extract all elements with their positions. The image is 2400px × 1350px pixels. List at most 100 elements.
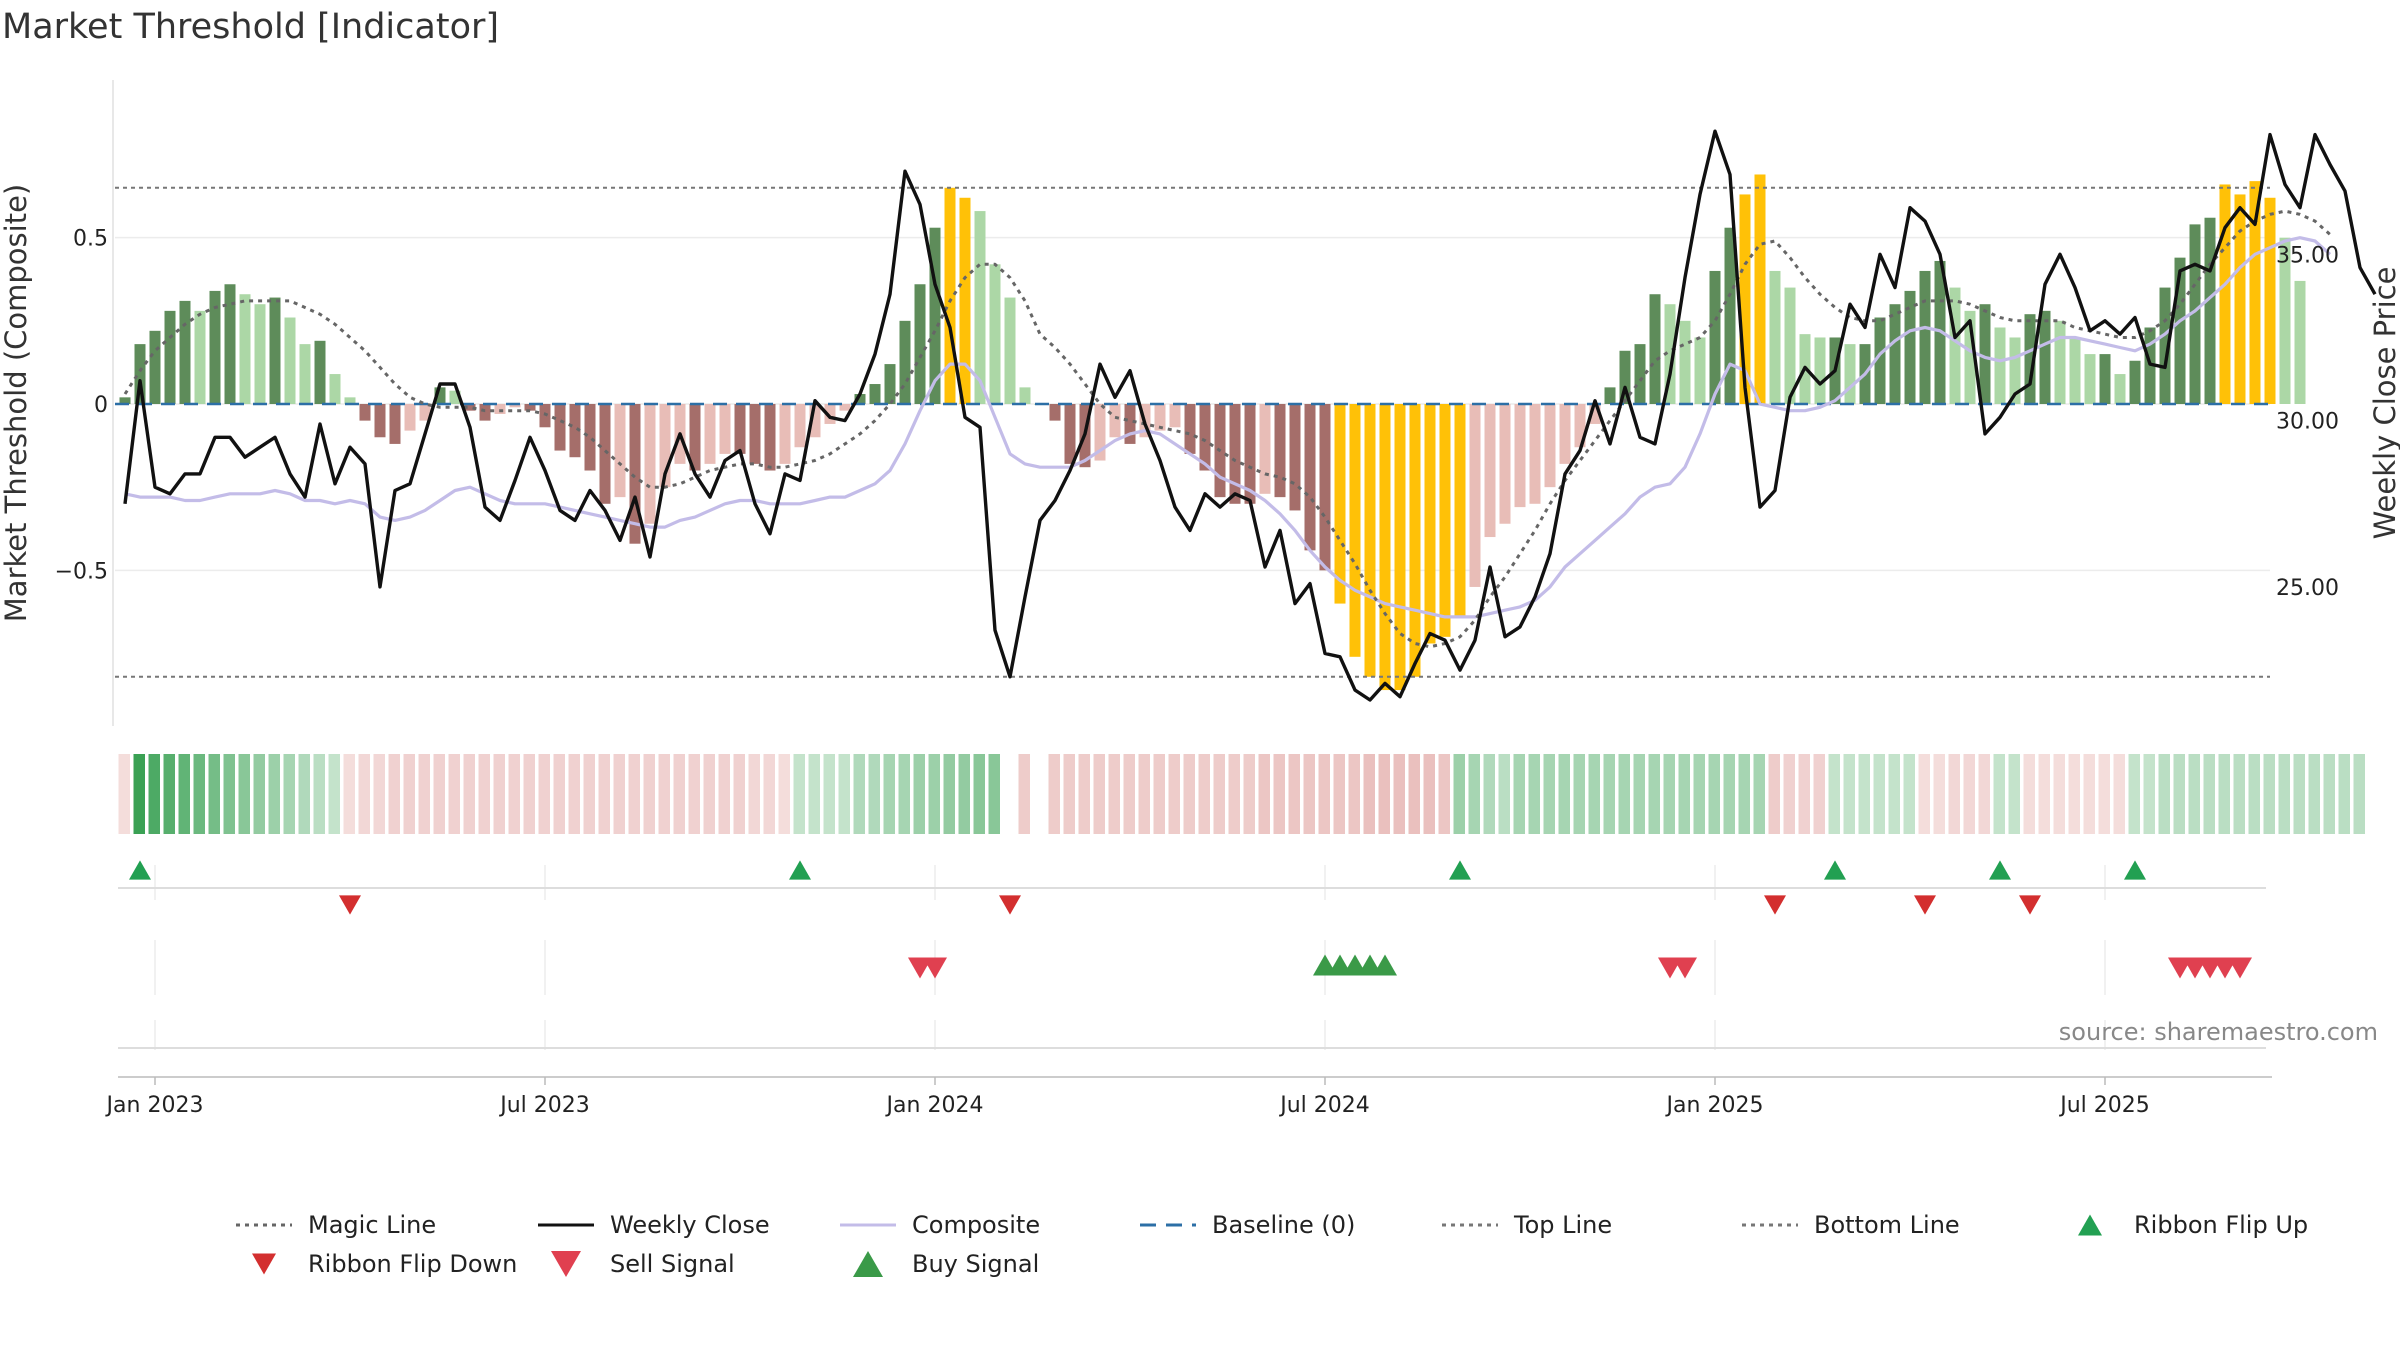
legend-item: Ribbon Flip Up bbox=[2078, 1211, 2308, 1239]
composite-bar bbox=[2114, 374, 2126, 404]
ribbon-cell bbox=[1378, 754, 1390, 834]
composite-bar bbox=[149, 330, 161, 404]
composite-bar bbox=[2189, 224, 2201, 404]
ribbon-cell bbox=[1453, 754, 1465, 834]
composite-bar bbox=[1334, 404, 1346, 604]
composite-bar bbox=[1649, 294, 1661, 404]
composite-bar bbox=[1949, 287, 1961, 404]
ribbon-cell bbox=[2293, 754, 2305, 834]
ribbon-cell bbox=[2023, 754, 2035, 834]
ribbon-cell bbox=[2053, 754, 2065, 834]
buy-signal-marker bbox=[1343, 954, 1367, 976]
composite-bar bbox=[554, 404, 566, 451]
sell-signal-marker bbox=[2213, 957, 2237, 979]
ribbon-cell bbox=[898, 754, 910, 834]
composite-bar bbox=[1469, 404, 1481, 587]
composite-bar bbox=[1889, 304, 1901, 404]
composite-bar bbox=[1844, 344, 1856, 404]
ribbon-cell bbox=[2128, 754, 2140, 834]
ribbon-cell bbox=[2038, 754, 2050, 834]
legend-swatch bbox=[252, 1253, 276, 1275]
ribbon-cell bbox=[658, 754, 670, 834]
composite-bar bbox=[269, 297, 281, 404]
composite-bar bbox=[134, 344, 146, 404]
composite-bar bbox=[404, 404, 416, 431]
ribbon-cell bbox=[2008, 754, 2020, 834]
ribbon-cell bbox=[178, 754, 190, 834]
y-tick-label-right: 35.00 bbox=[2276, 243, 2339, 268]
legend-swatch bbox=[853, 1250, 883, 1278]
ribbon-cell bbox=[868, 754, 880, 834]
ribbon-cell bbox=[1783, 754, 1795, 834]
buy-signal-marker bbox=[1373, 954, 1397, 976]
source-text: source: sharemaestro.com bbox=[2059, 1018, 2378, 1046]
legend-label: Sell Signal bbox=[610, 1250, 735, 1278]
ribbon-cell bbox=[478, 754, 490, 834]
composite-bar bbox=[1964, 310, 1976, 404]
ribbon-cell bbox=[418, 754, 430, 834]
composite-bar bbox=[1454, 404, 1466, 617]
ribbon-cell bbox=[1423, 754, 1435, 834]
sell-signal-marker bbox=[923, 957, 947, 979]
composite-bar bbox=[959, 197, 971, 404]
buy-signal-marker bbox=[1313, 954, 1337, 976]
weekly-close-line bbox=[123, 129, 2377, 702]
ribbon-cell bbox=[583, 754, 595, 834]
composite-bar bbox=[1739, 194, 1751, 404]
ribbon-cell bbox=[133, 754, 145, 834]
ribbon-cell bbox=[748, 754, 760, 834]
composite-bar bbox=[689, 404, 701, 471]
composite-bar bbox=[1394, 404, 1406, 691]
composite-bar bbox=[1769, 270, 1781, 404]
ribbon-cell bbox=[2353, 754, 2365, 834]
buy-signal-marker bbox=[1328, 954, 1352, 976]
ribbon-cell bbox=[1993, 754, 2005, 834]
composite-bar bbox=[2129, 360, 2141, 404]
ribbon-cell bbox=[1693, 754, 1705, 834]
x-tick-label: Jan 2025 bbox=[1665, 1093, 1764, 1118]
composite-bar bbox=[1994, 327, 2006, 404]
ribbon-cell bbox=[118, 754, 130, 834]
composite-bar bbox=[284, 317, 296, 404]
ribbon-cell bbox=[973, 754, 985, 834]
ribbon-cell bbox=[673, 754, 685, 834]
composite-bar bbox=[1439, 404, 1451, 637]
composite-bar bbox=[914, 284, 926, 404]
ribbon-cell bbox=[1348, 754, 1360, 834]
composite-bar bbox=[224, 284, 236, 404]
ribbon-cell bbox=[1888, 754, 1900, 834]
ribbon-cell bbox=[343, 754, 355, 834]
ribbon-cell bbox=[2203, 754, 2215, 834]
composite-bar bbox=[1919, 270, 1931, 404]
sell-signal-marker bbox=[1673, 957, 1697, 979]
composite-bar bbox=[2174, 257, 2186, 404]
ribbon-flip-up-marker bbox=[1989, 860, 2011, 880]
ribbon-cell bbox=[943, 754, 955, 834]
ribbon-cell bbox=[1933, 754, 1945, 834]
ribbon-cell bbox=[553, 754, 565, 834]
composite-bar bbox=[1169, 404, 1181, 428]
ribbon-cell bbox=[1768, 754, 1780, 834]
composite-bar bbox=[179, 300, 191, 404]
composite-bar bbox=[1679, 320, 1691, 404]
ribbon-cell bbox=[613, 754, 625, 834]
ribbon-cell bbox=[1978, 754, 1990, 834]
ribbon-cell bbox=[688, 754, 700, 834]
ribbon-cell bbox=[1543, 754, 1555, 834]
composite-bar bbox=[1049, 404, 1061, 421]
ribbon-cell bbox=[2143, 754, 2155, 834]
reference-lines bbox=[115, 186, 2270, 678]
composite-bar bbox=[1244, 404, 1256, 504]
y-tick-label-right: 25.00 bbox=[2276, 576, 2339, 601]
ribbon-cell bbox=[2158, 754, 2170, 834]
ribbon-cell bbox=[223, 754, 235, 834]
ribbon-cell bbox=[2248, 754, 2260, 834]
composite-bar bbox=[479, 404, 491, 421]
composite-bar bbox=[419, 404, 431, 421]
composite-bar bbox=[1319, 404, 1331, 571]
composite-bar bbox=[1154, 404, 1166, 431]
composite-bar bbox=[1724, 227, 1736, 404]
ribbon-cell bbox=[883, 754, 895, 834]
composite-bar bbox=[449, 390, 461, 404]
legend-label: Top Line bbox=[1513, 1211, 1612, 1239]
